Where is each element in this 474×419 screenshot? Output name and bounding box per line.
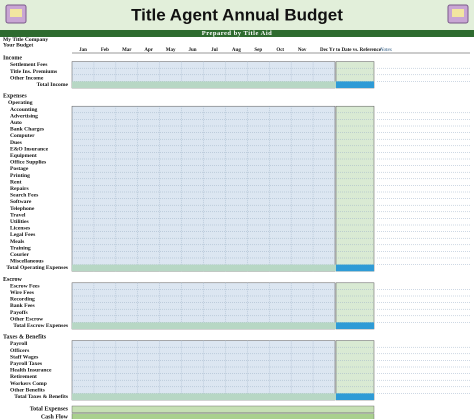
row-label: Software [10,199,32,205]
row-label: Settlement Fees [10,62,48,68]
section-title: Escrow [3,277,23,283]
row-label: Computer [10,133,35,139]
row-label: Licenses [10,226,31,232]
total-row [72,81,374,88]
section-total: Total Taxes & Benefits [14,394,69,400]
row-label: Training [10,245,31,251]
row-label: Telephone [10,206,35,212]
month-header: May [166,48,176,53]
row-label: Payoffs [10,310,29,316]
month-header: Jun [189,48,197,53]
logo-left-inner [10,9,22,17]
row-label: Dues [10,140,23,146]
month-header: Sep [254,48,262,53]
section-total: Total Operating Expenses [6,265,68,271]
footer-row [71,405,375,413]
month-header: Mar [122,48,132,53]
row-label: Payroll Taxes [10,361,43,367]
notes-header: Notes [379,47,392,53]
total-row-accent [336,322,374,329]
total-row [72,393,374,400]
row-label: Staff Wages [10,354,39,360]
row-label: Legal Fees [10,232,36,238]
month-header: Aug [232,48,241,53]
row-label: Title Ins. Premiums [10,69,58,75]
subtitle: Prepared by Title Aid [202,30,273,37]
logo-right-inner [452,9,464,17]
total-row-accent [336,264,374,272]
row-label: Wire Fees [10,290,35,296]
month-header: Dec [320,48,329,53]
section-total: Total Income [37,82,69,88]
row-label: Courier [10,252,29,258]
row-label: Meals [10,239,25,245]
row-label: Utilities [10,219,29,225]
row-label: Accounting [10,107,38,113]
row-label: Other Income [10,75,44,81]
total-cells [335,282,375,330]
section-title: Taxes & Benefits [3,335,47,341]
row-label: Rent [10,179,22,185]
title: Title Agent Annual Budget [131,5,343,24]
footer-label: Cash Flow [41,414,69,419]
month-header: Apr [144,48,153,53]
row-label: Escrow Fees [10,283,40,289]
row-label: Repairs [10,186,29,192]
row-label: Officers [10,348,30,354]
row-label: Bank Fees [10,303,36,309]
total-cells [335,105,375,272]
row-label: Travel [10,212,26,218]
row-label: Payroll [10,341,28,347]
row-label: E&O Insurance [10,146,49,152]
row-label: Health Insurance [10,368,52,374]
section-subtitle: Operating [8,100,33,106]
month-header: Nov [298,48,307,53]
row-label: Bank Charges [10,127,45,133]
company: My Title Company [3,37,48,43]
total-row [72,322,374,329]
month-header: Jul [211,48,218,53]
subtitle-bar [0,30,474,37]
total-row-accent [336,81,374,88]
row-label: Equipment [10,153,37,159]
total-row-accent [336,393,374,400]
footer-label: Total Expenses [30,407,69,413]
row-label: Miscellaneous [10,259,44,265]
row-label: Workers Comp [10,381,47,387]
month-header: Oct [276,48,284,53]
total-column-header: Yr to Date vs. Reference [329,48,382,53]
row-label: Other Escrow [10,316,44,322]
row-label: Recording [10,297,35,303]
month-header: Jan [79,48,87,53]
row-label: Search Fees [10,193,39,199]
row-label: Postage [10,166,29,172]
month-cells [71,340,336,401]
row-label: Advertising [10,113,38,119]
month-header: Feb [101,48,109,53]
total-cells [335,340,375,401]
section-title: Expenses [3,94,27,100]
title-band [0,0,474,30]
row-label: Other Benefits [10,387,46,393]
row-label: Office Supplies [10,160,47,166]
row-label: Retirement [10,374,37,380]
footer-row [71,413,375,419]
row-label: Auto [10,120,22,126]
total-row [72,264,374,272]
section-total: Total Escrow Expenses [13,323,69,329]
budget-label: Your Budget [3,42,33,48]
row-label: Printing [10,173,30,179]
section-title: Income [3,56,22,62]
